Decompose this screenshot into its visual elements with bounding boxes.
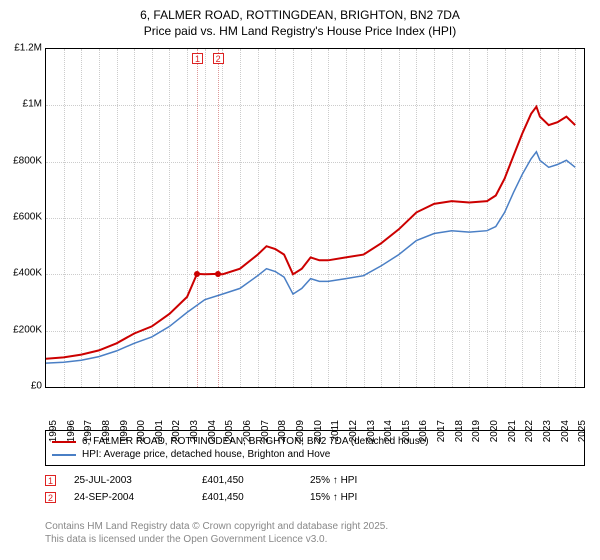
- footer-line-2: This data is licensed under the Open Gov…: [45, 533, 388, 546]
- transaction-pct: 25% ↑ HPI: [310, 475, 400, 486]
- y-axis-label: £1M: [2, 99, 42, 110]
- y-axis-label: £1.2M: [2, 43, 42, 54]
- y-axis-label: £0: [2, 381, 42, 392]
- footer-line-1: Contains HM Land Registry data © Crown c…: [45, 520, 388, 533]
- legend-item: 6, FALMER ROAD, ROTTINGDEAN, BRIGHTON, B…: [52, 435, 578, 448]
- transaction-price: £401,450: [202, 492, 292, 503]
- transaction-pct: 15% ↑ HPI: [310, 492, 400, 503]
- chart-lines-svg: [46, 49, 584, 387]
- footer: Contains HM Land Registry data © Crown c…: [45, 520, 388, 546]
- transaction-marker: 1: [45, 475, 56, 486]
- y-axis-label: £200K: [2, 324, 42, 335]
- transactions-table: 1 25-JUL-2003 £401,450 25% ↑ HPI 2 24-SEP-200…: [45, 472, 585, 506]
- series-line-price_paid: [46, 107, 575, 359]
- chart-title: 6, FALMER ROAD, ROTTINGDEAN, BRIGHTON, B…: [0, 0, 600, 39]
- y-axis-label: £400K: [2, 268, 42, 279]
- legend-label: 6, FALMER ROAD, ROTTINGDEAN, BRIGHTON, B…: [82, 436, 429, 447]
- y-axis-label: £800K: [2, 155, 42, 166]
- marker-label-1: 1: [192, 53, 203, 64]
- legend: 6, FALMER ROAD, ROTTINGDEAN, BRIGHTON, B…: [45, 430, 585, 466]
- transaction-row: 2 24-SEP-2004 £401,450 15% ↑ HPI: [45, 489, 585, 506]
- transaction-marker: 2: [45, 492, 56, 503]
- legend-label: HPI: Average price, detached house, Brig…: [82, 449, 330, 460]
- legend-swatch: [52, 454, 76, 456]
- transaction-date: 25-JUL-2003: [74, 475, 184, 486]
- legend-item: HPI: Average price, detached house, Brig…: [52, 448, 578, 461]
- transaction-date: 24-SEP-2004: [74, 492, 184, 503]
- legend-swatch: [52, 441, 76, 443]
- y-axis-label: £600K: [2, 212, 42, 223]
- transaction-price: £401,450: [202, 475, 292, 486]
- marker-dot-2: [215, 271, 221, 277]
- transaction-row: 1 25-JUL-2003 £401,450 25% ↑ HPI: [45, 472, 585, 489]
- chart-container: 6, FALMER ROAD, ROTTINGDEAN, BRIGHTON, B…: [0, 0, 600, 560]
- plot-area: 12: [45, 48, 585, 388]
- marker-dot-1: [194, 271, 200, 277]
- title-line-1: 6, FALMER ROAD, ROTTINGDEAN, BRIGHTON, B…: [0, 8, 600, 24]
- title-line-2: Price paid vs. HM Land Registry's House …: [0, 24, 600, 40]
- marker-label-2: 2: [213, 53, 224, 64]
